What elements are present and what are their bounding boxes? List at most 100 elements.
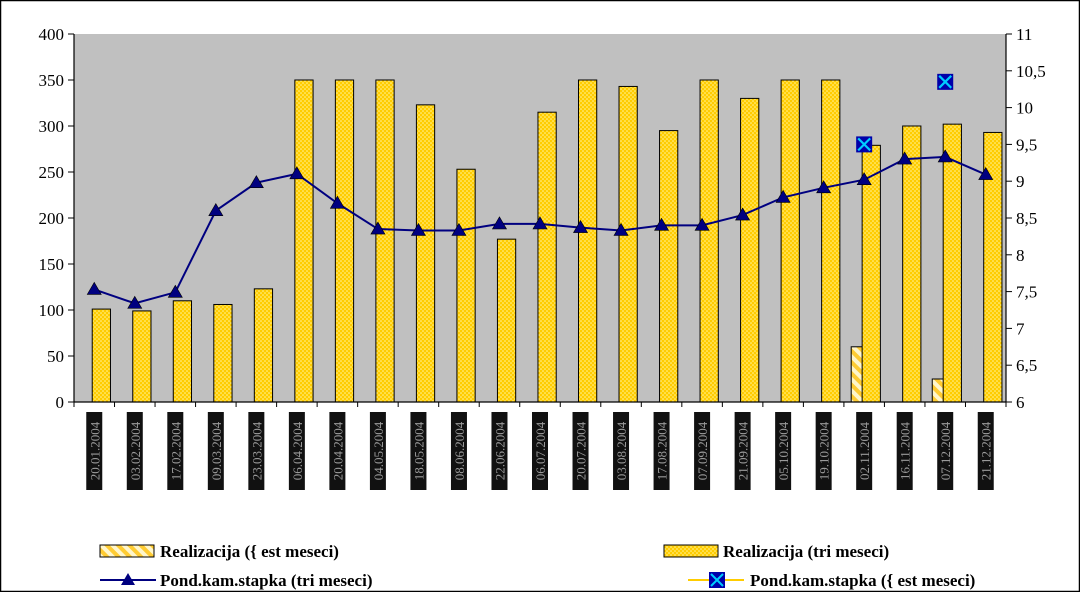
point-pond-tri <box>572 219 589 233</box>
point-pond-tri <box>451 222 467 236</box>
x-tick-label: 16.11.2004 <box>898 421 913 480</box>
bar-realizacija-tri <box>456 168 476 403</box>
x-tick-label: 07.12.2004 <box>938 421 953 480</box>
right-tick-label: 11 <box>1016 25 1032 44</box>
x-tick-label: 04.05.2004 <box>371 421 386 480</box>
left-tick-label: 0 <box>56 393 65 412</box>
x-label-box <box>775 412 792 490</box>
left-tick-label: 250 <box>39 163 65 182</box>
bar-realizacija-tri <box>132 310 152 403</box>
bar-realizacija-tri <box>780 79 800 403</box>
bar-realizacija-tri <box>618 85 638 403</box>
x-label-box <box>410 412 427 490</box>
legend-label: Realizacija ({ est meseci) <box>160 542 339 561</box>
x-tick-label: 22.06.2004 <box>492 421 507 480</box>
x-tick-label: 23.03.2004 <box>249 421 264 480</box>
point-pond-tri <box>289 166 305 180</box>
point-pond-tri <box>735 207 751 221</box>
x-label-box <box>288 412 305 490</box>
point-pond-sest <box>856 136 873 153</box>
bar-realizacija-tri <box>740 97 760 403</box>
point-pond-tri <box>897 151 913 165</box>
x-label-box <box>207 412 224 490</box>
legend-label: Pond.kam.stapka ({ est meseci) <box>750 571 975 590</box>
point-pond-tri <box>694 217 710 231</box>
triangle-marker-icon <box>121 573 135 585</box>
bar-realizacija-tri <box>91 308 111 403</box>
point-pond-tri <box>86 281 102 295</box>
x-tick-label: 06.07.2004 <box>533 421 548 480</box>
x-tick-label: 21.12.2004 <box>979 421 994 480</box>
x-label-box <box>369 412 386 490</box>
point-pond-tri <box>937 149 953 163</box>
point-pond-tri <box>248 175 264 188</box>
x-label-box <box>856 412 873 490</box>
x-label-box <box>694 412 711 490</box>
x-label-box <box>572 412 589 490</box>
x-tick-label: 17.02.2004 <box>168 421 183 480</box>
left-tick-label: 150 <box>39 255 65 274</box>
x-label-box <box>815 412 832 490</box>
left-tick-label: 100 <box>39 301 65 320</box>
x-label-box <box>126 412 143 490</box>
x-tick-label: 05.10.2004 <box>776 421 791 480</box>
left-tick-label: 350 <box>39 71 65 90</box>
legend-item-pond-sest: Pond.kam.stapka ({ est meseci) <box>688 571 975 590</box>
legend-label: Pond.kam.stapka (tri meseci) <box>160 571 372 590</box>
right-tick-label: 6 <box>1016 393 1025 412</box>
x-label-box <box>450 412 467 490</box>
bar-realizacija-tri <box>172 300 193 403</box>
legend-label: Realizacija (tri meseci) <box>723 542 889 561</box>
right-tick-label: 7,5 <box>1016 283 1037 302</box>
bar-realizacija-tri <box>659 130 679 403</box>
x-tick-label: 03.08.2004 <box>614 421 629 480</box>
x-tick-label: 09.03.2004 <box>209 421 224 480</box>
point-pond-tri <box>856 172 872 186</box>
x-tick-label: 02.11.2004 <box>857 421 872 480</box>
point-pond-sest <box>937 73 954 90</box>
point-pond-tri <box>654 217 670 231</box>
x-marker-cross <box>710 573 724 587</box>
x-tick-label: 20.04.2004 <box>330 421 345 480</box>
left-tick-label: 50 <box>47 347 64 366</box>
point-pond-tri <box>370 221 386 235</box>
x-label-box <box>653 412 670 490</box>
x-tick-label: 20.01.2004 <box>87 421 102 480</box>
x-tick-label: 07.09.2004 <box>695 421 710 480</box>
x-tick-label: 18.05.2004 <box>411 421 426 480</box>
point-pond-tri <box>208 203 224 216</box>
bar-realizacija-tri <box>294 79 314 403</box>
x-tick-label: 03.02.2004 <box>128 421 143 480</box>
right-tick-label: 8 <box>1016 246 1025 265</box>
x-label-box <box>532 412 548 490</box>
point-pond-tri <box>127 295 143 309</box>
right-tick-label: 10 <box>1016 99 1033 118</box>
x-label-box <box>896 412 913 490</box>
point-pond-tri <box>816 180 832 194</box>
right-tick-label: 7 <box>1016 319 1025 338</box>
legend-swatch-dots <box>663 544 719 558</box>
right-tick-label: 8,5 <box>1016 209 1037 228</box>
bar-realizacija-tri <box>821 79 841 403</box>
x-tick-label: 17.08.2004 <box>655 421 670 480</box>
left-tick-label: 300 <box>39 117 65 136</box>
legend-item-realizacija-sest: Realizacija ({ est meseci) <box>99 542 339 561</box>
left-tick-label: 400 <box>39 25 65 44</box>
point-pond-tri <box>167 284 183 298</box>
legend-item-realizacija-tri: Realizacija (tri meseci) <box>663 542 889 561</box>
point-pond-tri <box>532 216 548 230</box>
x-label-box <box>491 412 508 490</box>
x-label-box <box>613 412 630 490</box>
point-pond-tri <box>978 166 994 180</box>
bar-realizacija-tri <box>334 79 355 403</box>
bar-realizacija-tri <box>942 123 962 403</box>
point-pond-tri <box>491 216 508 230</box>
bar-realizacija-tri <box>415 104 436 403</box>
left-tick-label: 200 <box>39 209 65 228</box>
right-tick-label: 9,5 <box>1016 135 1037 154</box>
x-tick-label: 06.04.2004 <box>290 421 305 480</box>
bar-realizacija-tri <box>537 111 557 403</box>
x-label-box <box>86 412 103 490</box>
x-label-box <box>734 412 751 490</box>
